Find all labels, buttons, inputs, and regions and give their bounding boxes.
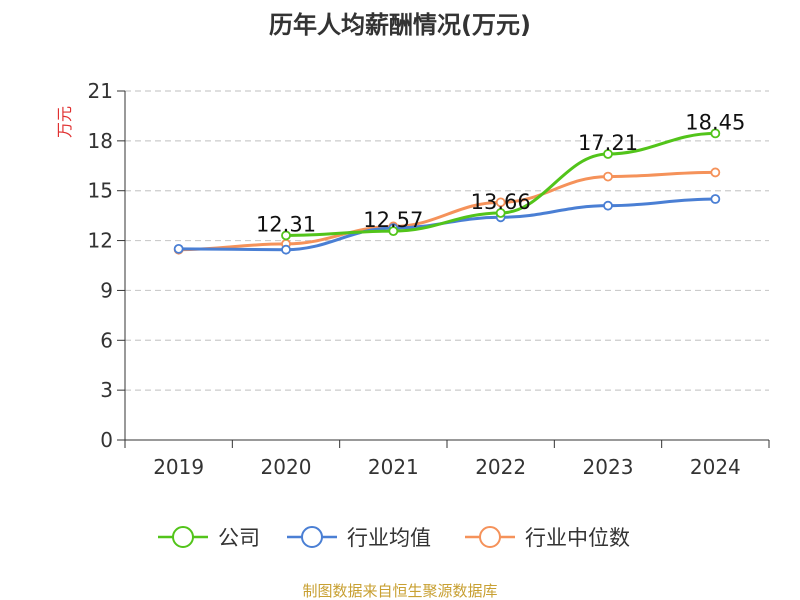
grid-lines	[125, 90, 769, 391]
source-note: 制图数据来自恒生聚源数据库	[302, 582, 497, 600]
data-point[interactable]	[495, 197, 506, 208]
legend: 公司 行业均值 行业中位数	[158, 526, 630, 550]
legend-item[interactable]: 行业均值	[287, 526, 431, 550]
legend-label: 行业均值	[347, 526, 431, 550]
data-point[interactable]	[603, 200, 613, 211]
x-tick-label: 2023	[583, 455, 634, 479]
data-point[interactable]	[710, 128, 721, 139]
series-line	[177, 170, 717, 252]
data-point[interactable]	[495, 208, 506, 218]
legend-item[interactable]: 行业中位数	[465, 526, 630, 550]
series-0	[281, 128, 721, 241]
x-tick-label: 2020	[261, 455, 312, 479]
y-tick-label: 12	[88, 229, 113, 253]
data-point[interactable]	[173, 243, 184, 254]
legend-item[interactable]: 公司	[158, 526, 260, 550]
data-point[interactable]	[710, 194, 721, 204]
y-axis-label: 万元	[55, 106, 74, 138]
axes: 0 3 6 9 12 15 18 21 2019 2020 2021 2022 2023 2024	[88, 79, 770, 479]
data-point[interactable]	[281, 244, 291, 255]
y-tick-label: 0	[100, 428, 113, 452]
y-tick-label: 3	[100, 378, 113, 402]
chart-title: 历年人均薪酬情况(万元)	[269, 11, 531, 39]
x-tick-label: 2024	[690, 455, 741, 479]
legend-marker	[301, 526, 323, 548]
data-label: 12.57	[363, 208, 423, 232]
data-label: 18.45	[685, 110, 745, 134]
legend-label: 公司	[218, 526, 260, 550]
data-labels: 12.31 12.57 13.66 17.21 18.45	[256, 110, 745, 236]
y-tick-label: 9	[100, 278, 113, 302]
data-point[interactable]	[388, 226, 399, 236]
y-tick-label: 15	[88, 179, 113, 203]
data-point[interactable]	[603, 171, 613, 182]
legend-marker	[172, 526, 194, 548]
x-tick-label: 2022	[475, 455, 526, 479]
legend-marker	[479, 526, 501, 548]
data-label: 17.21	[578, 131, 638, 155]
data-point[interactable]	[281, 230, 291, 241]
y-tick-label: 18	[88, 129, 113, 153]
y-tick-label: 6	[100, 328, 113, 352]
data-label: 13.66	[471, 190, 531, 214]
legend-label: 行业中位数	[525, 526, 630, 550]
x-tick-label: 2021	[368, 455, 419, 479]
data-label: 12.31	[256, 212, 316, 236]
data-point[interactable]	[603, 149, 613, 159]
series-lines	[173, 128, 721, 255]
data-point[interactable]	[710, 167, 721, 178]
y-tick-label: 21	[88, 79, 113, 103]
x-tick-label: 2019	[153, 455, 204, 479]
